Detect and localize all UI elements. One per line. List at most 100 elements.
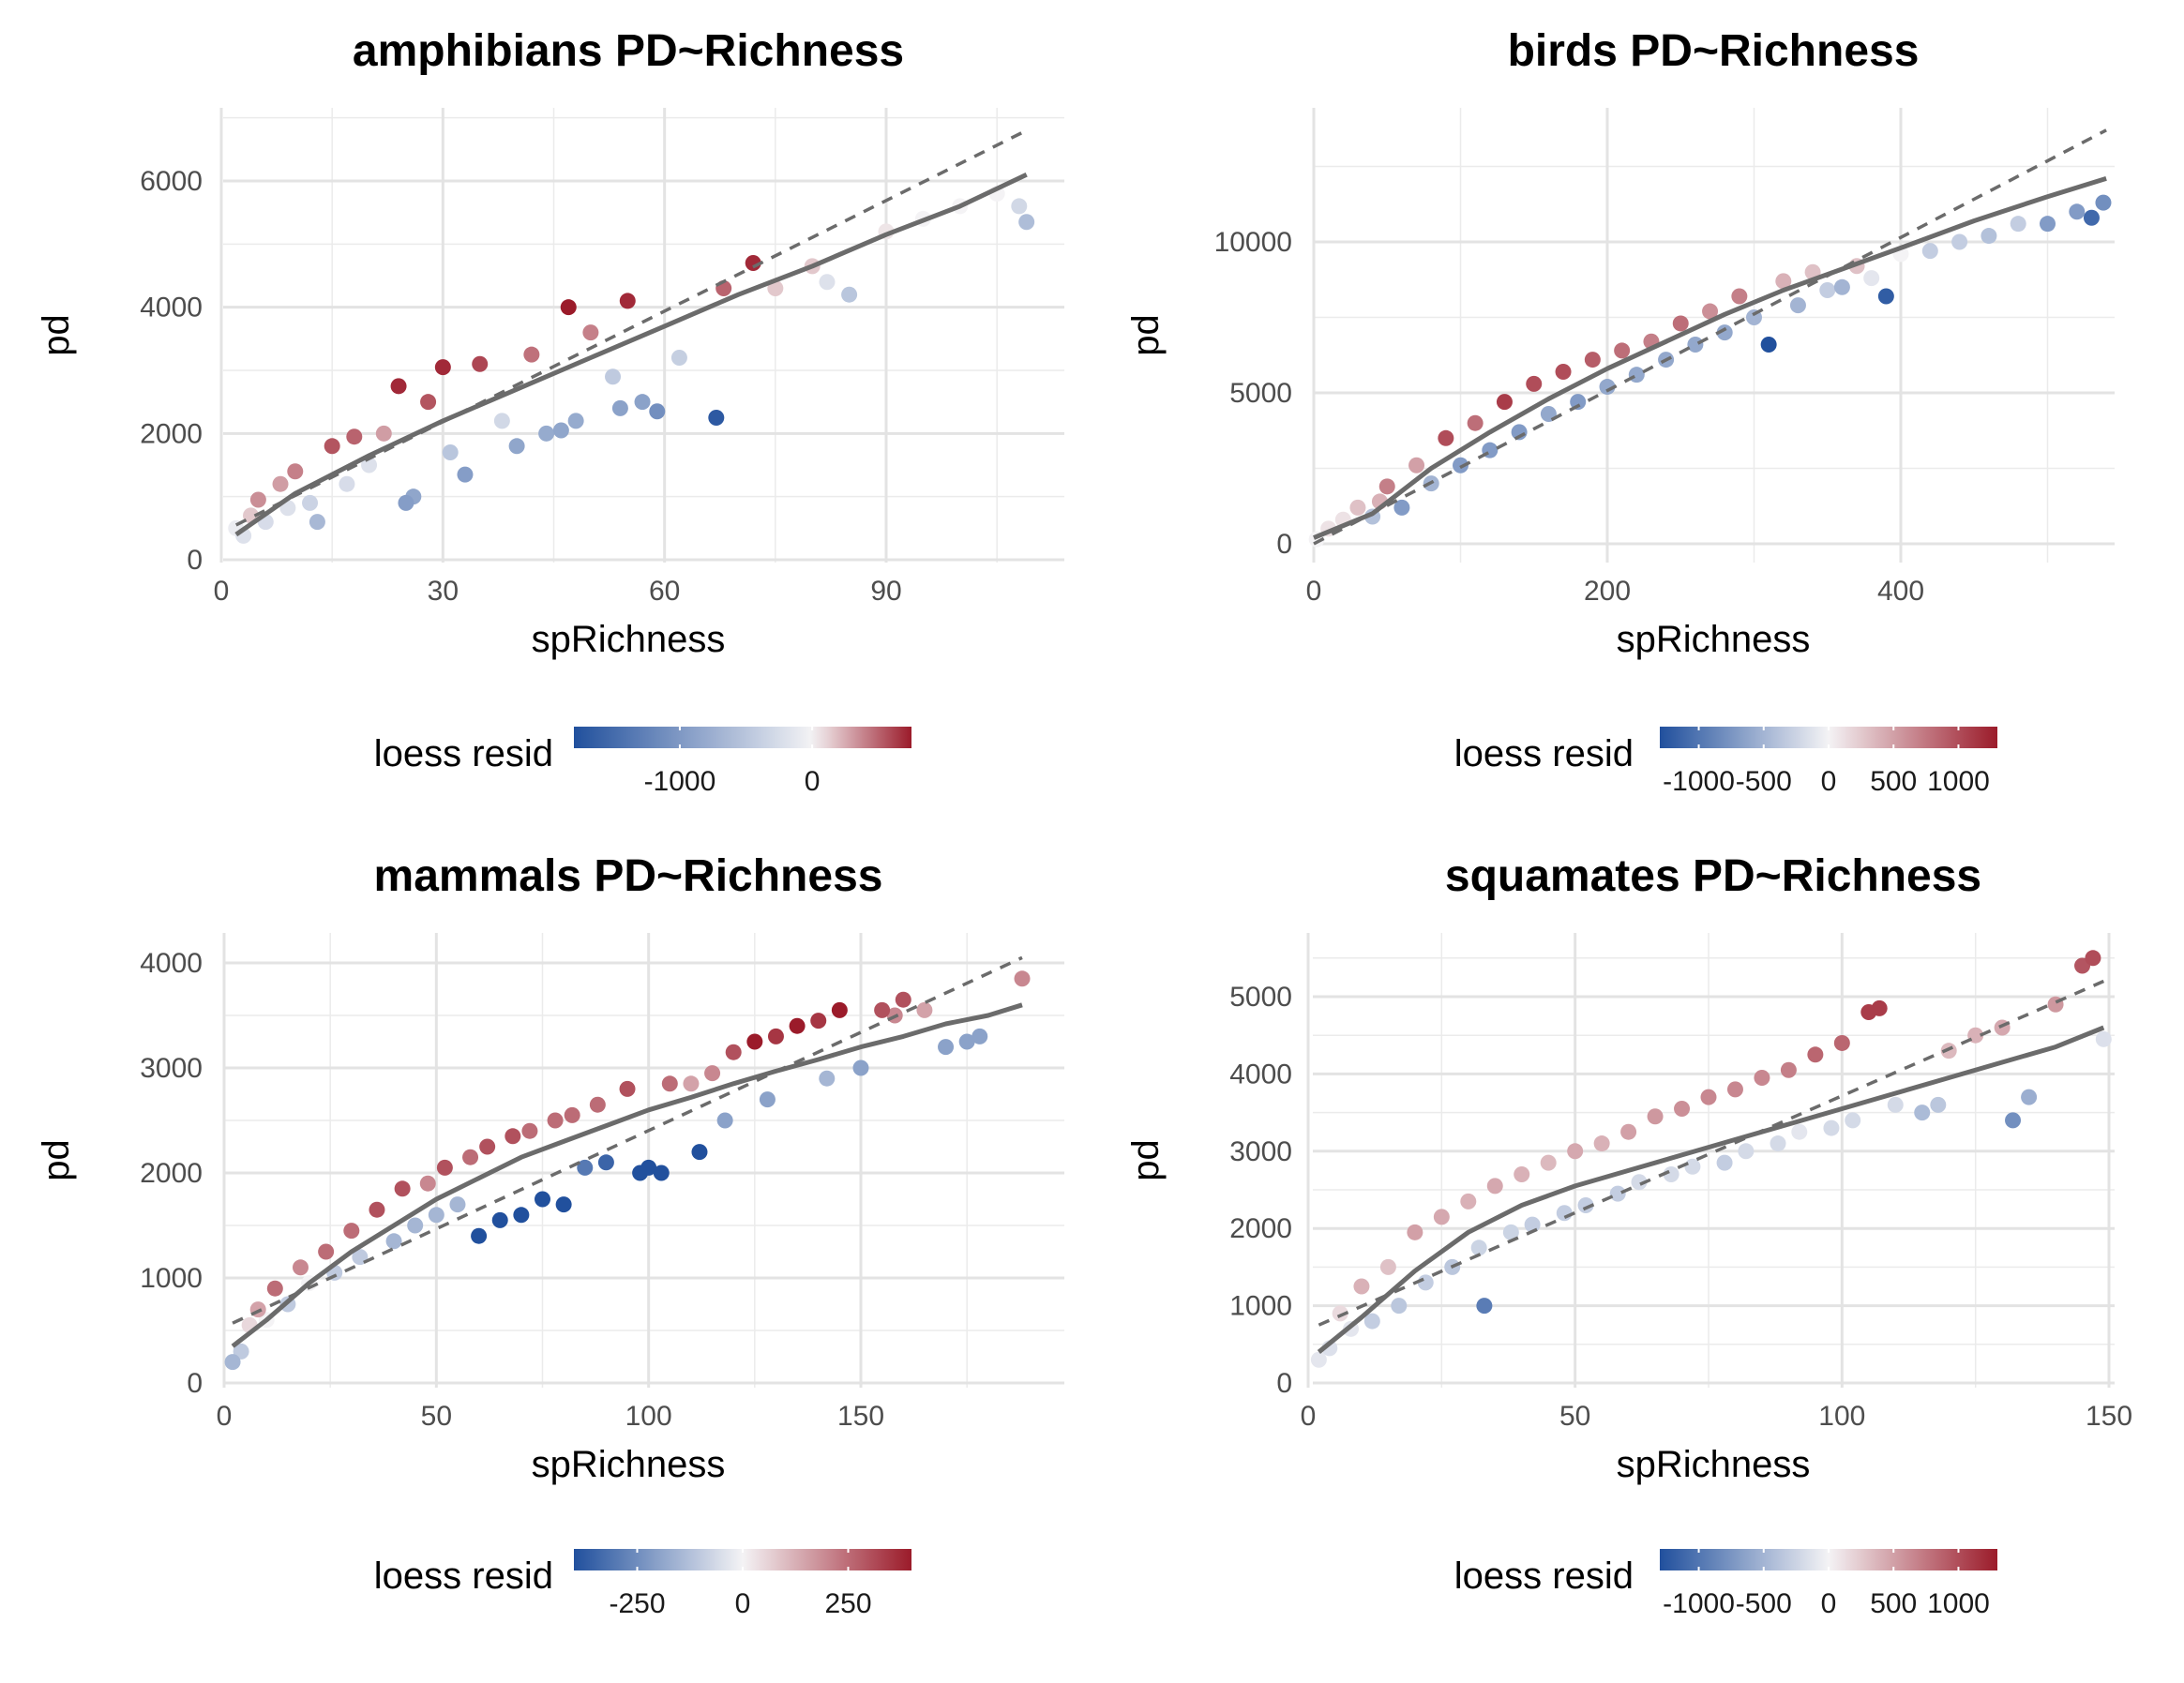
data-point xyxy=(1647,1108,1664,1125)
data-point xyxy=(555,1196,572,1213)
legend: loess resid -1000 -500 0 500 1000 xyxy=(1454,727,1997,797)
data-point xyxy=(1833,1034,1850,1051)
data-point xyxy=(619,293,636,309)
data-point xyxy=(287,463,304,480)
data-point xyxy=(1775,273,1792,290)
data-point xyxy=(1556,1205,1573,1222)
y-axis-title: pd xyxy=(36,1139,77,1181)
data-point xyxy=(224,1354,241,1371)
data-point xyxy=(1871,999,1888,1016)
legend-title: loess resid xyxy=(1454,1555,1634,1597)
data-point xyxy=(521,1122,538,1139)
data-point xyxy=(1887,1096,1904,1113)
data-point xyxy=(611,399,628,416)
data-point xyxy=(1433,1209,1450,1225)
data-point xyxy=(746,1033,763,1050)
legend-title: loess resid xyxy=(374,1555,553,1597)
data-point xyxy=(1555,363,1572,380)
data-point xyxy=(1631,1174,1648,1191)
data-point xyxy=(564,1106,580,1123)
data-point xyxy=(1379,1258,1396,1275)
legend-tick-label: -250 xyxy=(609,1588,665,1619)
data-point xyxy=(1863,270,1880,287)
data-point xyxy=(1460,1193,1477,1210)
data-point xyxy=(394,1180,411,1197)
data-point xyxy=(1363,1313,1380,1330)
data-point xyxy=(361,457,378,473)
data-point xyxy=(2069,203,2086,220)
chart-title: amphibians PD~Richness xyxy=(353,26,904,76)
data-point xyxy=(661,1075,678,1092)
data-point xyxy=(471,1227,488,1244)
data-point xyxy=(1407,1224,1423,1240)
data-point xyxy=(841,286,858,303)
data-point xyxy=(442,444,459,461)
data-point xyxy=(691,1144,708,1161)
data-point xyxy=(619,1080,636,1097)
legend-tick-label: -1000 xyxy=(644,766,716,797)
data-point xyxy=(683,1075,700,1092)
data-point xyxy=(597,1154,614,1171)
data-point xyxy=(1951,233,1968,250)
data-point xyxy=(653,1165,670,1181)
x-tick-label: 0 xyxy=(1306,576,1322,607)
legend: loess resid -1000 -500 0 500 1000 xyxy=(1454,1549,1997,1619)
data-point xyxy=(428,1207,444,1224)
data-point xyxy=(1780,1061,1797,1078)
data-point xyxy=(1496,394,1513,411)
data-point xyxy=(1614,342,1631,359)
data-point xyxy=(552,422,569,439)
data-point xyxy=(272,475,289,492)
data-point xyxy=(2040,216,2056,233)
data-point xyxy=(1620,1123,1637,1140)
data-point xyxy=(1018,214,1035,231)
data-point xyxy=(810,1013,827,1029)
data-point xyxy=(708,410,725,426)
data-point xyxy=(1833,278,1850,295)
data-point xyxy=(1823,1119,1840,1136)
data-point xyxy=(2085,950,2101,967)
data-point xyxy=(1391,1298,1408,1315)
legend-tick-label: 0 xyxy=(1821,1588,1837,1619)
data-point xyxy=(589,1096,606,1113)
data-point xyxy=(1921,243,1938,260)
data-point xyxy=(1349,499,1366,516)
data-point xyxy=(1408,457,1425,473)
legend-tick-label: 0 xyxy=(735,1588,751,1619)
legend-tick-label: -500 xyxy=(1736,1588,1792,1619)
x-tick-label: 400 xyxy=(1877,576,1924,607)
data-point xyxy=(479,1138,496,1155)
data-point xyxy=(1789,297,1806,314)
data-point xyxy=(1540,1154,1557,1171)
data-point xyxy=(1702,303,1719,320)
data-point xyxy=(1514,1166,1530,1183)
y-tick-label: 2000 xyxy=(140,418,203,449)
data-point xyxy=(560,299,577,316)
legend-tick-label: 1000 xyxy=(1927,766,1990,797)
data-point xyxy=(1684,1158,1701,1175)
y-axis-title: pd xyxy=(36,314,77,356)
data-point xyxy=(1609,1185,1626,1202)
loess-line xyxy=(1313,176,2107,540)
x-tick-label: 200 xyxy=(1584,576,1631,607)
y-tick-label: 4000 xyxy=(140,293,203,323)
y-tick-label: 0 xyxy=(187,1368,203,1399)
data-point xyxy=(2095,1030,2112,1047)
data-point xyxy=(1819,282,1836,299)
data-point xyxy=(1453,457,1469,473)
data-point xyxy=(266,1280,283,1297)
data-point xyxy=(1674,1100,1691,1117)
y-tick-label: 1000 xyxy=(1229,1291,1292,1322)
data-point xyxy=(670,350,687,367)
data-point xyxy=(369,1201,385,1218)
data-point xyxy=(1593,1135,1610,1152)
data-point xyxy=(1438,429,1454,446)
data-point xyxy=(649,403,666,420)
legend: loess resid -1000 0 xyxy=(374,727,911,797)
data-point xyxy=(292,1259,309,1276)
data-point xyxy=(725,1044,742,1060)
data-point xyxy=(577,1159,594,1176)
data-point xyxy=(1760,336,1777,353)
loess-line xyxy=(231,1002,1023,1348)
data-point xyxy=(375,425,392,442)
